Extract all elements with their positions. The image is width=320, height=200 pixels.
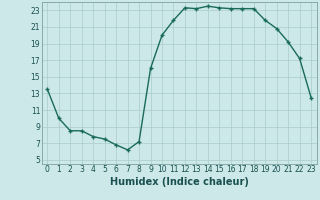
X-axis label: Humidex (Indice chaleur): Humidex (Indice chaleur) <box>110 177 249 187</box>
